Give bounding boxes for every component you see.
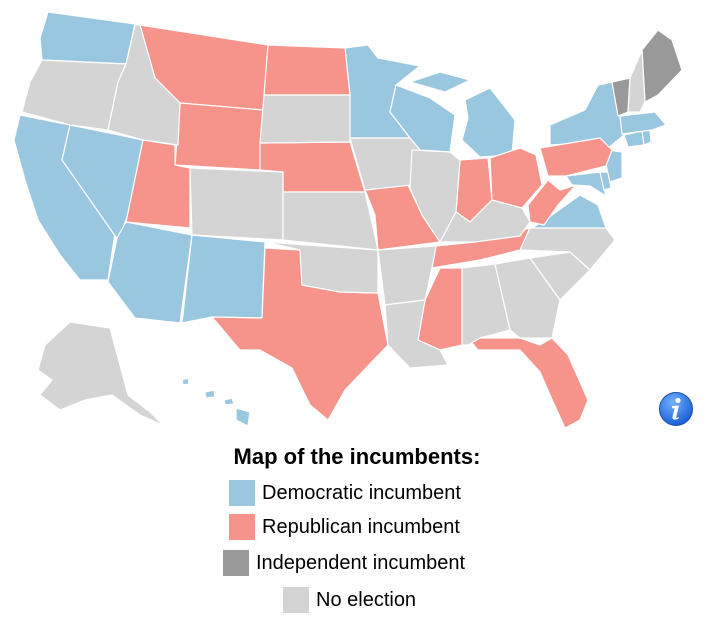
state-idaho[interactable]: [107, 24, 181, 146]
legend-swatch-democratic: [229, 480, 255, 506]
state-colorado[interactable]: [189, 167, 284, 241]
legend-label-no-election: No election: [316, 588, 417, 611]
state-maine[interactable]: [641, 29, 683, 103]
legend-item-independent: Independent incumbent: [223, 548, 465, 578]
legend-item-no-election: No election: [283, 585, 416, 615]
legend-label-democratic: Democratic incumbent: [262, 481, 461, 504]
state-south-dakota[interactable]: [259, 94, 351, 144]
state-hawaii[interactable]: [181, 377, 251, 427]
state-new-mexico[interactable]: [181, 234, 266, 324]
state-arizona[interactable]: [107, 221, 193, 324]
state-rhode-island[interactable]: [641, 129, 652, 146]
state-new-hampshire[interactable]: [627, 49, 646, 113]
us-map: [5, 11, 683, 440]
state-louisiana[interactable]: [384, 299, 449, 369]
legend-swatch-no-election: [283, 587, 309, 613]
state-kansas[interactable]: [282, 191, 379, 251]
inset-frame: [5, 313, 259, 440]
state-florida[interactable]: [467, 337, 589, 429]
legend-item-democratic: Democratic incumbent: [229, 478, 461, 508]
legend-title: Map of the incumbents:: [233, 444, 481, 469]
legend-swatch-republican: [229, 514, 255, 540]
legend-label-independent: Independent incumbent: [256, 551, 466, 574]
legend-swatch-independent: [223, 550, 249, 576]
state-alaska[interactable]: [37, 321, 164, 426]
state-washington[interactable]: [39, 11, 136, 65]
state-maryland[interactable]: [565, 171, 607, 197]
state-north-dakota[interactable]: [263, 44, 351, 96]
legend-item-republican: Republican incumbent: [229, 512, 460, 542]
state-pennsylvania[interactable]: [539, 137, 613, 177]
legend-label-republican: Republican incumbent: [262, 515, 460, 538]
state-north-carolina[interactable]: [519, 227, 616, 271]
state-west-virginia[interactable]: [527, 179, 577, 226]
state-wyoming[interactable]: [174, 102, 264, 171]
state-kentucky[interactable]: [439, 199, 531, 243]
state-arkansas[interactable]: [377, 245, 437, 306]
state-massachusetts[interactable]: [619, 111, 667, 135]
info-icon[interactable]: [658, 391, 694, 427]
